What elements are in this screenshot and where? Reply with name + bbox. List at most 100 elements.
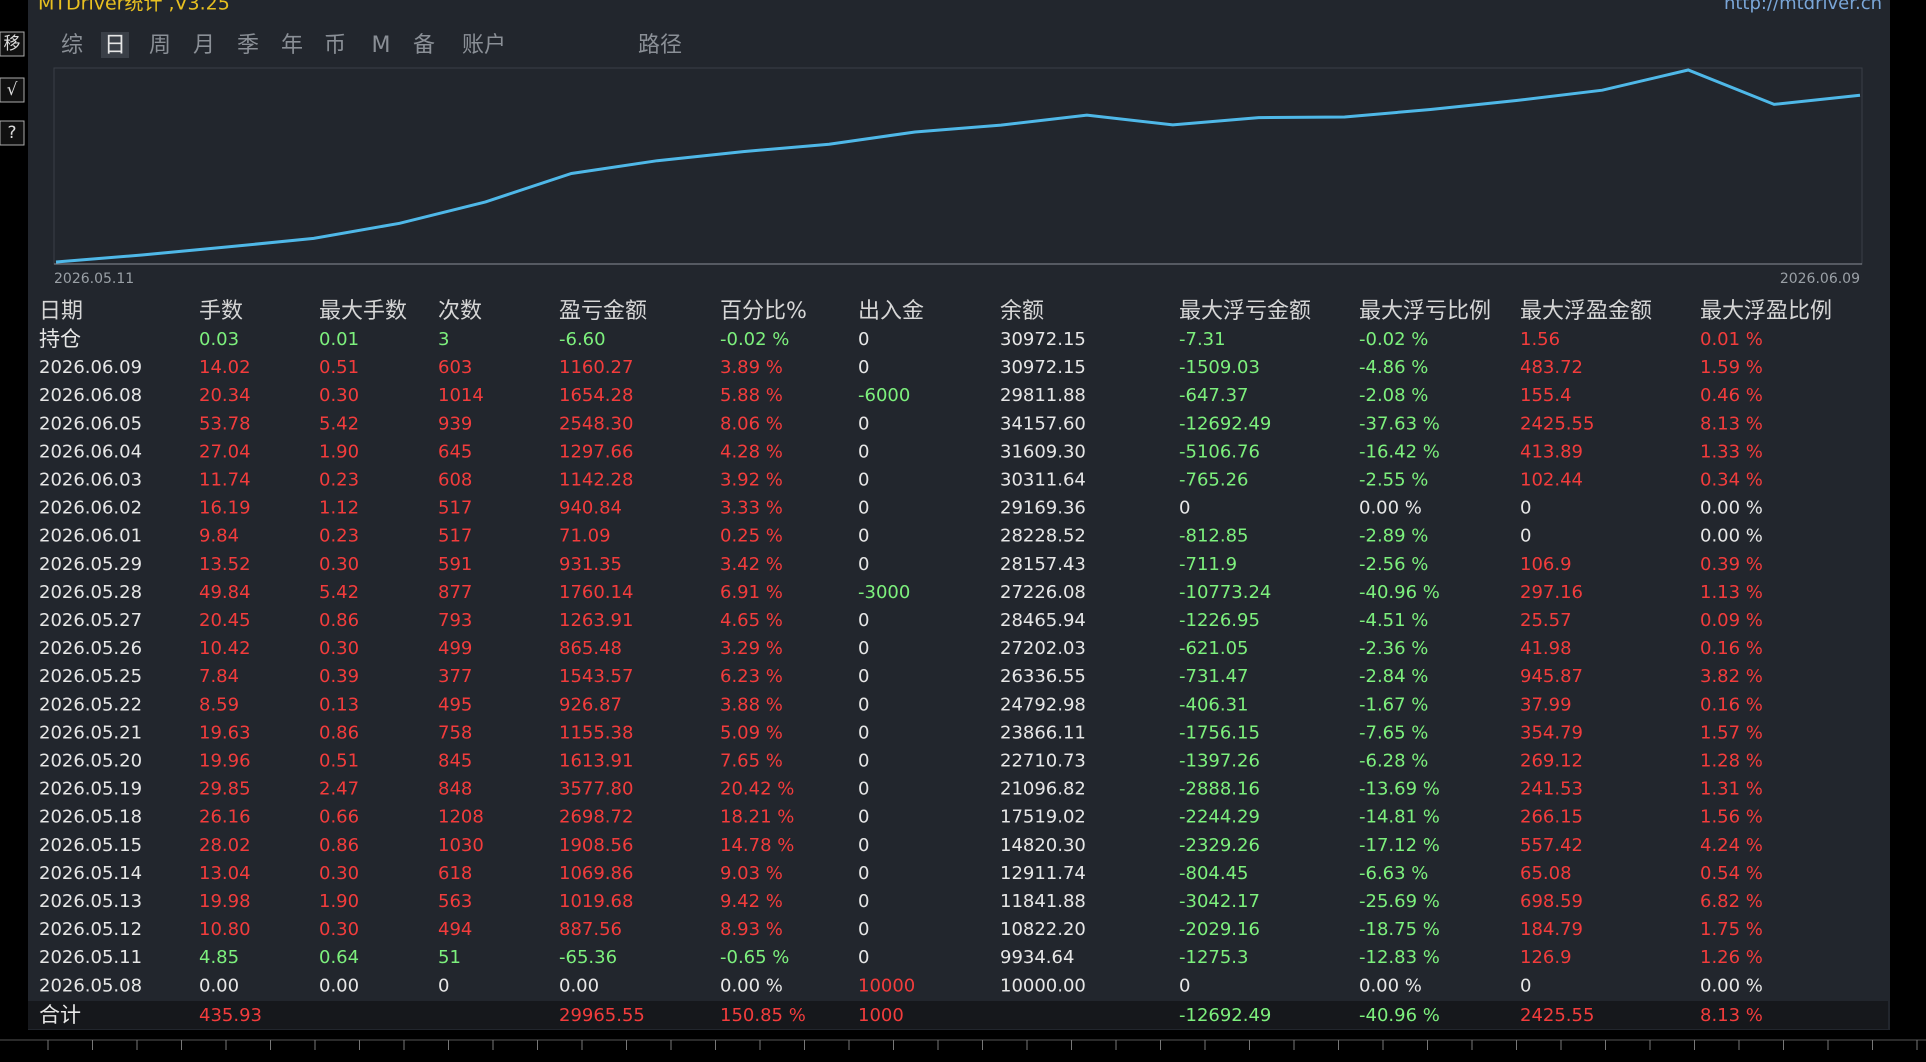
tab[interactable]: 年: [281, 33, 303, 58]
cell: 3.82 %: [1700, 666, 1763, 687]
cell: 17519.02: [1000, 807, 1086, 828]
cell: 4.65 %: [720, 610, 783, 631]
cell: 18.21 %: [720, 807, 794, 828]
cell: 1019.68: [559, 891, 633, 912]
tab[interactable]: 月: [193, 33, 215, 58]
cell: -2.36 %: [1359, 638, 1428, 659]
cell: 29.85: [199, 779, 251, 800]
cell: 20.34: [199, 385, 251, 406]
cell: 1014: [438, 385, 484, 406]
cell: 2026.05.12: [39, 919, 142, 940]
equity-curve: [55, 68, 1861, 264]
cell: 65.08: [1520, 863, 1572, 884]
cell: 0: [858, 779, 869, 800]
total-cell: 29965.55: [559, 1005, 645, 1026]
cell: 0: [858, 835, 869, 856]
cell: 126.9: [1520, 947, 1572, 968]
cell: 0.00: [559, 975, 599, 996]
cell: 0: [858, 638, 869, 659]
tab[interactable]: 币: [324, 33, 346, 58]
cell: 1.28 %: [1700, 751, 1763, 772]
cell: 2026.06.02: [39, 498, 142, 519]
column-header: 日期: [39, 299, 83, 324]
side-button[interactable]: 移: [4, 34, 21, 54]
cell: -12692.49: [1179, 413, 1271, 434]
cell: 591: [438, 554, 472, 575]
cell: 3.88 %: [720, 694, 783, 715]
cell: 6.91 %: [720, 582, 783, 603]
side-button[interactable]: √: [7, 80, 18, 100]
cell: 10822.20: [1000, 919, 1086, 940]
cell: 1613.91: [559, 751, 633, 772]
column-header: 最大手数: [319, 299, 407, 324]
tab[interactable]: 路径: [638, 33, 682, 58]
cell: 698.59: [1520, 891, 1583, 912]
side-button[interactable]: ?: [7, 123, 16, 143]
cell: 483.72: [1520, 357, 1583, 378]
cell: 8.06 %: [720, 413, 783, 434]
cell: 11.74: [199, 470, 251, 491]
tab[interactable]: 备: [413, 33, 435, 58]
cell: 2026.05.28: [39, 582, 142, 603]
cell: 37.99: [1520, 694, 1572, 715]
cell: 0: [858, 526, 869, 547]
cell: 26336.55: [1000, 666, 1086, 687]
tab[interactable]: 周: [149, 33, 171, 58]
cell: 2026.05.22: [39, 694, 142, 715]
cell: 1.56 %: [1700, 807, 1763, 828]
cell: 28.02: [199, 835, 251, 856]
cell: 2.47: [319, 779, 359, 800]
cell: 1.26 %: [1700, 947, 1763, 968]
tab[interactable]: 综: [61, 33, 83, 58]
cell: 5.42: [319, 413, 359, 434]
cell: -812.85: [1179, 526, 1248, 547]
cell: 354.79: [1520, 722, 1583, 743]
cell: 0: [858, 413, 869, 434]
cell: -12.83 %: [1359, 947, 1440, 968]
cell: 1.56: [1520, 329, 1560, 350]
cell: 2698.72: [559, 807, 633, 828]
cell: 0.01 %: [1700, 329, 1763, 350]
cell: 1160.27: [559, 357, 633, 378]
tab[interactable]: 日: [104, 33, 126, 58]
cell: 49.84: [199, 582, 251, 603]
cell: 0.00 %: [1700, 526, 1763, 547]
cell: 28465.94: [1000, 610, 1086, 631]
cell: -1226.95: [1179, 610, 1260, 631]
total-cell: 2425.55: [1520, 1005, 1594, 1026]
url[interactable]: http://mtdriver.cn: [1724, 0, 1882, 14]
tab[interactable]: M: [372, 33, 391, 58]
cell: 9.84: [199, 526, 239, 547]
column-header: 百分比%: [720, 299, 807, 324]
cell: 13.04: [199, 863, 251, 884]
cell: 0: [858, 498, 869, 519]
cell: 8.13 %: [1700, 413, 1763, 434]
cell: 8.59: [199, 694, 239, 715]
cell: -3000: [858, 582, 910, 603]
cell: 0: [858, 666, 869, 687]
cell: 22710.73: [1000, 751, 1086, 772]
cell: 241.53: [1520, 779, 1583, 800]
cell: 1155.38: [559, 722, 633, 743]
cell: 0: [858, 441, 869, 462]
tab[interactable]: 账户: [462, 33, 506, 58]
cell: 1654.28: [559, 385, 633, 406]
cell: 1263.91: [559, 610, 633, 631]
cell: 0.30: [319, 385, 359, 406]
cell: 9.42 %: [720, 891, 783, 912]
cell: 2026.05.18: [39, 807, 142, 828]
cell: 155.4: [1520, 385, 1572, 406]
tab[interactable]: 季: [237, 33, 259, 58]
cell: 2026.05.25: [39, 666, 142, 687]
cell: 377: [438, 666, 472, 687]
cell: -65.36: [559, 947, 617, 968]
cell: -1756.15: [1179, 722, 1260, 743]
cell: 31609.30: [1000, 441, 1086, 462]
cell: 4.85: [199, 947, 239, 968]
cell: 5.88 %: [720, 385, 783, 406]
cell: 517: [438, 526, 472, 547]
cell: 0.30: [319, 554, 359, 575]
cell: 758: [438, 722, 472, 743]
cell: 27226.08: [1000, 582, 1086, 603]
cell: 0.00: [319, 975, 359, 996]
